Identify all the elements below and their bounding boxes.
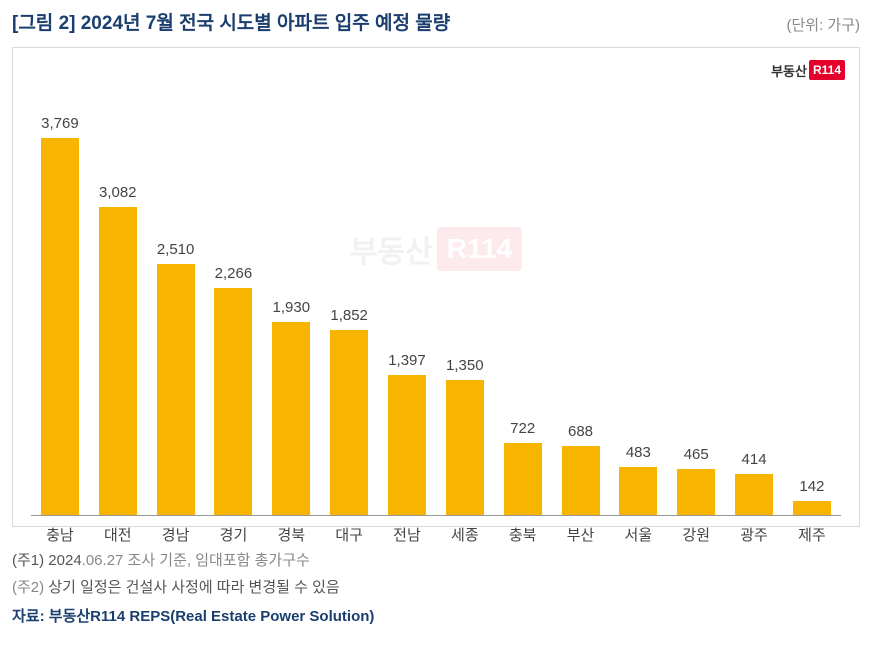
- x-axis: 충남대전경남경기경북대구전남세종충북부산서울강원광주제주: [31, 524, 841, 545]
- x-axis-label: 충북: [496, 524, 550, 545]
- bar-column: 688: [554, 423, 608, 515]
- bar-column: 3,769: [33, 115, 87, 515]
- bar: [793, 501, 831, 515]
- footnotes: (주1) 2024.06.27 조사 기준, 임대포함 총가구수 (주2) 상기…: [12, 547, 860, 601]
- footnote-1-prefix: (주1) 2024: [12, 552, 82, 569]
- source-line: 자료: 부동산R114 REPS(Real Estate Power Solut…: [12, 605, 860, 626]
- chart-container: 부동산 R114 부동산 R114 3,7693,0822,5102,2661,…: [12, 47, 860, 527]
- chart-title: [그림 2] 2024년 7월 전국 시도별 아파트 입주 예정 물량: [12, 8, 450, 35]
- footnote-1: (주1) 2024.06.27 조사 기준, 임대포함 총가구수: [12, 547, 860, 574]
- bar-value-label: 142: [799, 478, 824, 495]
- bar-value-label: 1,397: [388, 352, 426, 369]
- x-axis-label: 광주: [727, 524, 781, 545]
- x-axis-label: 충남: [33, 524, 87, 545]
- bar: [41, 138, 79, 515]
- x-axis-label: 세종: [438, 524, 492, 545]
- bar: [735, 474, 773, 515]
- bar: [619, 467, 657, 515]
- bar: [504, 443, 542, 515]
- bar-column: 465: [669, 446, 723, 516]
- bar-value-label: 2,510: [157, 241, 195, 258]
- bar-value-label: 414: [742, 451, 767, 468]
- bar-column: 414: [727, 451, 781, 515]
- x-axis-label: 부산: [554, 524, 608, 545]
- bar-column: 142: [785, 478, 839, 515]
- bar: [677, 469, 715, 516]
- bar: [446, 380, 484, 515]
- bar-value-label: 722: [510, 420, 535, 437]
- bar: [330, 330, 368, 515]
- bar: [99, 207, 137, 515]
- bar-value-label: 465: [684, 446, 709, 463]
- bar-plot: 3,769 3,082 2,510 2,266 1,930 1,852 1,397 1,350…: [31, 76, 841, 516]
- bar-column: 3,082: [91, 184, 145, 515]
- bar-value-label: 3,082: [99, 184, 137, 201]
- bar-value-label: 483: [626, 444, 651, 461]
- bar-value-label: 688: [568, 423, 593, 440]
- x-axis-label: 서울: [611, 524, 665, 545]
- bar-column: 2,510: [149, 241, 203, 515]
- unit-label: (단위: 가구): [786, 14, 860, 35]
- x-axis-label: 대구: [322, 524, 376, 545]
- bar-value-label: 1,930: [273, 299, 311, 316]
- bar-column: 1,930: [264, 299, 318, 515]
- x-axis-label: 제주: [785, 524, 839, 545]
- footnote-2-mid: 상기 일정은 건설사 사정에 따라 변경될 수 있음: [48, 579, 339, 596]
- x-axis-label: 경기: [206, 524, 260, 545]
- footnote-1-rest: .06.27 조사 기준, 임대포함 총가구수: [82, 552, 310, 569]
- x-axis-label: 전남: [380, 524, 434, 545]
- x-axis-label: 강원: [669, 524, 723, 545]
- bar: [272, 322, 310, 515]
- footnote-2: (주2) 상기 일정은 건설사 사정에 따라 변경될 수 있음: [12, 574, 860, 601]
- x-axis-label: 대전: [91, 524, 145, 545]
- bar: [157, 264, 195, 515]
- x-axis-label: 경북: [264, 524, 318, 545]
- bar-value-label: 1,350: [446, 357, 484, 374]
- bar: [388, 375, 426, 515]
- bar: [214, 288, 252, 515]
- bar-column: 483: [611, 444, 665, 515]
- bar-column: 722: [496, 420, 550, 515]
- footnote-2-prefix: (주2): [12, 579, 48, 596]
- x-axis-label: 경남: [149, 524, 203, 545]
- bar-value-label: 1,852: [330, 307, 368, 324]
- header-row: [그림 2] 2024년 7월 전국 시도별 아파트 입주 예정 물량 (단위:…: [12, 8, 860, 35]
- bar-column: 1,350: [438, 357, 492, 515]
- bar-value-label: 3,769: [41, 115, 79, 132]
- bar-column: 2,266: [206, 265, 260, 515]
- bar-column: 1,852: [322, 307, 376, 515]
- bar-column: 1,397: [380, 352, 434, 515]
- bar: [562, 446, 600, 515]
- bar-value-label: 2,266: [215, 265, 253, 282]
